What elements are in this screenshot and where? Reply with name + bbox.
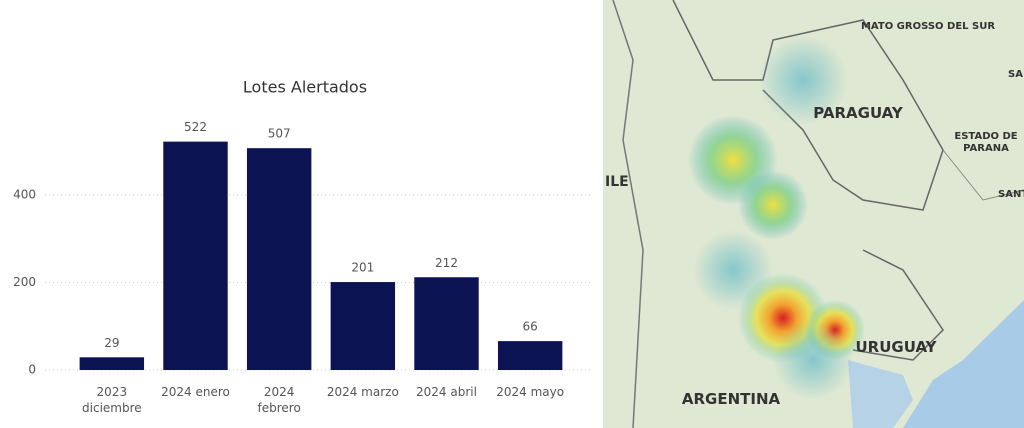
map-label: MATO GROSSO DEL SUR bbox=[861, 21, 995, 32]
x-tick-label: 2024 marzo bbox=[326, 385, 399, 399]
value-label: 29 bbox=[104, 336, 119, 350]
chart-title: Lotes Alertados bbox=[243, 78, 367, 97]
map-label: SA bbox=[1008, 69, 1023, 80]
x-tick-label: 2024 abril bbox=[416, 385, 477, 399]
river-plate bbox=[848, 360, 913, 428]
bar bbox=[497, 341, 563, 370]
y-tick-label: 200 bbox=[13, 275, 36, 289]
value-label: 522 bbox=[184, 120, 207, 134]
chart: Lotes Alertados 0 200 400 29 522 507 201 212 66 bbox=[13, 78, 590, 377]
heat-spot bbox=[773, 320, 853, 400]
x-tick-label: 2024 mayo bbox=[496, 385, 565, 399]
x-tick-label: 2023 diciembre bbox=[82, 385, 142, 415]
bar bbox=[414, 277, 479, 370]
bar bbox=[330, 282, 396, 370]
border bbox=[942, 149, 1024, 201]
x-tick-label: 2024 febrero bbox=[257, 385, 301, 415]
value-label: 507 bbox=[268, 127, 291, 141]
map-label: PARANA bbox=[963, 143, 1009, 154]
y-tick-label: 400 bbox=[13, 188, 36, 202]
value-label: 66 bbox=[523, 320, 538, 334]
map-label: ARGENTINA bbox=[682, 390, 781, 408]
map-label: ESTADO DE bbox=[954, 131, 1017, 142]
ocean bbox=[903, 300, 1024, 428]
map-label: PARAGUAY bbox=[813, 104, 904, 122]
heat-spot bbox=[738, 170, 808, 240]
map-label: SANTA CA bbox=[998, 189, 1024, 200]
y-tick-label: 0 bbox=[28, 363, 36, 377]
bar bbox=[163, 141, 228, 370]
border bbox=[852, 249, 944, 361]
map-label: ILE bbox=[605, 174, 629, 190]
value-label: 212 bbox=[435, 256, 458, 270]
border bbox=[672, 0, 944, 211]
map-label: URUGUAY bbox=[856, 338, 938, 356]
bar bbox=[79, 357, 145, 370]
border bbox=[612, 0, 644, 428]
bar bbox=[246, 148, 312, 370]
x-tick-label: 2024 enero bbox=[161, 385, 230, 399]
heat-spot bbox=[758, 35, 848, 125]
value-label: 201 bbox=[351, 261, 374, 275]
map: PARAGUAY URUGUAY ARGENTINA ILE MATO GROS… bbox=[603, 0, 1024, 428]
